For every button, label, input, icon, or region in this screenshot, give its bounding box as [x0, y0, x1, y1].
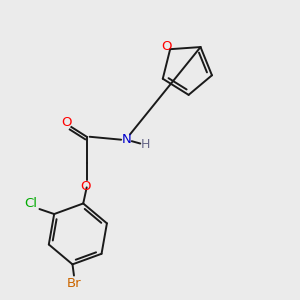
Text: N: N: [122, 133, 131, 146]
Text: O: O: [161, 40, 172, 53]
Text: O: O: [80, 180, 91, 193]
Text: Br: Br: [67, 277, 81, 290]
Text: O: O: [61, 116, 72, 129]
Text: Cl: Cl: [24, 197, 37, 210]
Text: H: H: [141, 139, 150, 152]
